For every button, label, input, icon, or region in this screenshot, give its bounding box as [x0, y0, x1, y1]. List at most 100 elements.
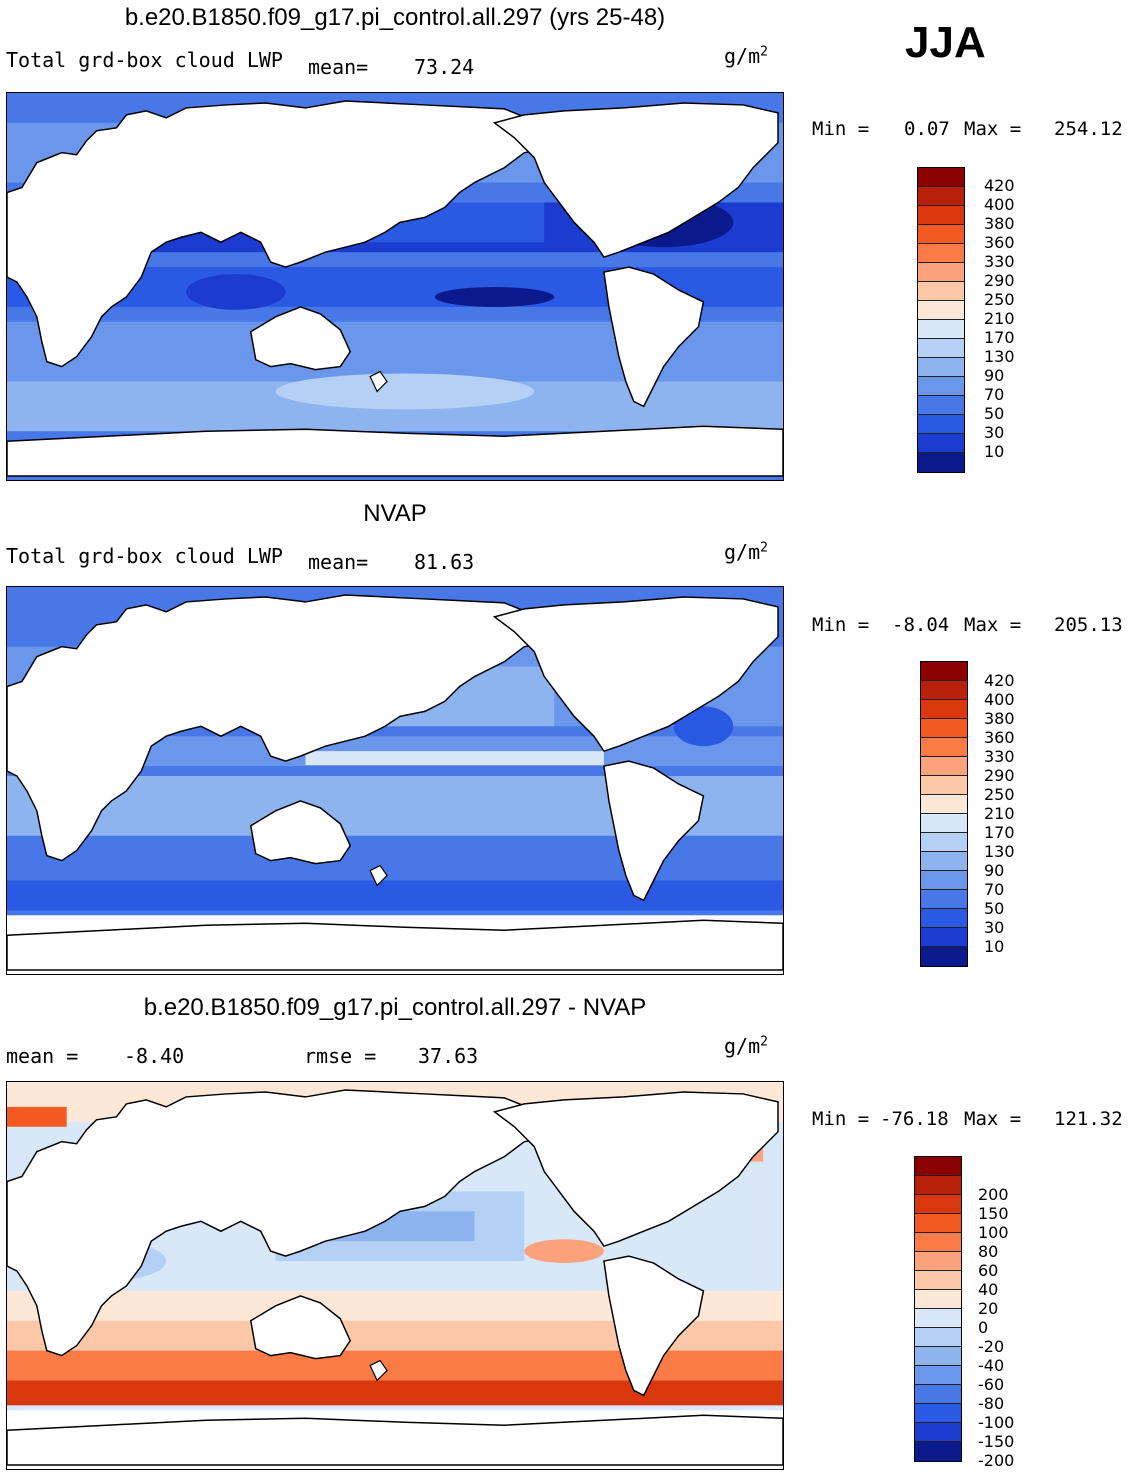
colorbar-tick-label: 90 — [984, 366, 1005, 385]
season-label: JJA — [905, 18, 986, 67]
panel-1-min-label: Min = — [812, 118, 870, 140]
panel-3-map — [6, 1081, 784, 1470]
panel-1-mean-label: mean= — [308, 55, 369, 79]
panel-2-title: NVAP — [363, 500, 427, 527]
colorbar-swatch — [915, 1404, 961, 1423]
colorbar-swatch — [915, 1366, 961, 1385]
colorbar-swatch — [921, 700, 967, 719]
colorbar-tick-label: 250 — [984, 785, 1015, 804]
colorbar-tick-label: 30 — [984, 423, 1005, 442]
colorbar-tick-label: 330 — [984, 252, 1015, 271]
colorbar-swatch — [921, 852, 967, 871]
panel-2-mean-value: 81.63 — [414, 550, 475, 574]
colorbar-swatch — [921, 795, 967, 814]
colorbar-swatch — [915, 1214, 961, 1233]
colorbar-swatch — [921, 719, 967, 738]
panel-3-max-value: 121.32 — [1054, 1108, 1123, 1130]
panel-1-mean-value: 73.24 — [414, 55, 475, 79]
colorbar-tick-label: 130 — [984, 347, 1015, 366]
colorbar-tick-label: 20 — [978, 1299, 999, 1318]
colorbar-swatch — [915, 1328, 961, 1347]
colorbar-swatch — [915, 1290, 961, 1309]
colorbar-tick-label: 400 — [984, 690, 1015, 709]
colorbar-swatch — [918, 301, 964, 320]
colorbar-tick-label: 420 — [984, 176, 1015, 195]
colorbar-swatch — [915, 1442, 961, 1461]
colorbar-swatch — [915, 1195, 961, 1214]
colorbar-tick-label: -60 — [978, 1375, 1005, 1394]
panel-2-mean-label: mean= — [308, 550, 369, 574]
panel-2-map — [6, 586, 784, 975]
colorbar-swatch — [921, 833, 967, 852]
colorbar-swatch — [915, 1176, 961, 1195]
panel-1-map — [6, 92, 784, 481]
colorbar-tick-label: 290 — [984, 271, 1015, 290]
colorbar-tick-label: 0 — [978, 1318, 989, 1337]
panel-2-min-label: Min = — [812, 614, 870, 636]
colorbar-swatch — [915, 1423, 961, 1442]
colorbar-tick-label: 70 — [984, 880, 1005, 899]
panel-1-units: g/m2 — [724, 44, 768, 68]
colorbar-swatch — [921, 757, 967, 776]
panel-3-rmse-label: rmse = — [304, 1044, 377, 1068]
colorbar-tick-label: 60 — [978, 1261, 999, 1280]
panel-3-mean-label: mean = — [6, 1044, 79, 1068]
colorbar-swatch — [918, 263, 964, 282]
colorbar-tick-label: 40 — [978, 1280, 999, 1299]
colorbar-tick-label: 170 — [984, 823, 1015, 842]
colorbar-tick-label: 150 — [978, 1204, 1009, 1223]
colorbar-tick-label: 420 — [984, 671, 1015, 690]
colorbar-tick-label: 250 — [984, 290, 1015, 309]
panel-1-title: b.e20.B1850.f09_g17.pi_control.all.297 (… — [124, 4, 666, 31]
panel-3-rmse-value: 37.63 — [418, 1044, 479, 1068]
colorbar-swatch — [918, 377, 964, 396]
colorbar-tick-label: 30 — [984, 918, 1005, 937]
colorbar-swatch — [918, 434, 964, 453]
panel-1-max-value: 254.12 — [1054, 118, 1123, 140]
colorbar-swatch — [921, 776, 967, 795]
colorbar-tick-label: 360 — [984, 233, 1015, 252]
colorbar-tick-label: -20 — [978, 1337, 1005, 1356]
panel-2-units: g/m2 — [724, 540, 768, 564]
colorbar-swatch — [918, 282, 964, 301]
colorbar-tick-label: 330 — [984, 747, 1015, 766]
panel-2-colorbar — [920, 661, 968, 967]
colorbar-swatch — [915, 1309, 961, 1328]
colorbar-tick-label: 50 — [984, 899, 1005, 918]
colorbar-swatch — [915, 1271, 961, 1290]
colorbar-swatch — [918, 168, 964, 187]
colorbar-swatch — [918, 225, 964, 244]
colorbar-tick-label: 50 — [984, 404, 1005, 423]
colorbar-tick-label: 210 — [984, 309, 1015, 328]
colorbar-swatch — [918, 206, 964, 225]
panel-2-min-value: -8.04 — [892, 614, 950, 636]
colorbar-swatch — [915, 1157, 961, 1176]
colorbar-swatch — [921, 814, 967, 833]
panel-3-colorbar — [914, 1156, 962, 1462]
colorbar-swatch — [921, 947, 967, 966]
colorbar-tick-label: 10 — [984, 442, 1005, 461]
colorbar-swatch — [921, 681, 967, 700]
panel-1-max-label: Max = — [964, 118, 1022, 140]
colorbar-tick-label: 70 — [984, 385, 1005, 404]
colorbar-tick-label: 130 — [984, 842, 1015, 861]
panel-3-mean-value: -8.40 — [124, 1044, 185, 1068]
panel-2-max-value: 205.13 — [1054, 614, 1123, 636]
colorbar-tick-label: 360 — [984, 728, 1015, 747]
colorbar-tick-label: -80 — [978, 1394, 1005, 1413]
panel-1-variable-label: Total grd-box cloud LWP — [6, 48, 283, 72]
colorbar-tick-label: 400 — [984, 195, 1015, 214]
colorbar-swatch — [921, 928, 967, 947]
panel-3-min-label: Min = — [812, 1108, 870, 1130]
colorbar-swatch — [921, 890, 967, 909]
colorbar-tick-label: 210 — [984, 804, 1015, 823]
panel-2-max-label: Max = — [964, 614, 1022, 636]
colorbar-swatch — [915, 1385, 961, 1404]
colorbar-swatch — [915, 1233, 961, 1252]
colorbar-swatch — [921, 738, 967, 757]
colorbar-swatch — [918, 244, 964, 263]
colorbar-swatch — [918, 339, 964, 358]
panel-1-min-value: 0.07 — [904, 118, 950, 140]
colorbar-swatch — [921, 909, 967, 928]
colorbar-tick-label: 290 — [984, 766, 1015, 785]
